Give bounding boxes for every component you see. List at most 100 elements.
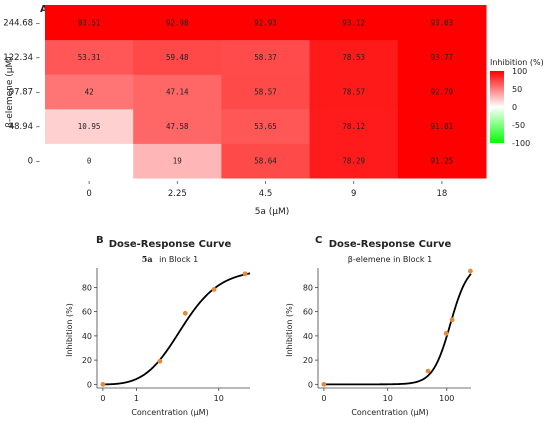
heatmap-y-tick-label: 0 – — [28, 157, 40, 167]
y-tick-label: 80 — [303, 283, 313, 292]
heatmap-y-tick-label: 122.34 – — [3, 53, 40, 63]
colorbar-tick-label: 100 — [512, 67, 527, 76]
y-tick-label: 0 — [308, 380, 313, 389]
heatmap-cell-value: 59.48 — [166, 53, 189, 62]
heatmap-y-tick-label: 97.87 – — [9, 88, 40, 98]
heatmap-cell — [133, 143, 222, 179]
heatmap-cell-value: 93.51 — [78, 18, 101, 27]
y-tick-label: 40 — [82, 332, 92, 341]
heatmap-cell-value: 58.64 — [254, 157, 277, 166]
heatmap-cell — [309, 5, 399, 41]
heatmap-y-tick-label: 48.94 – — [9, 122, 40, 132]
heatmap-cell-value: 91.81 — [431, 122, 454, 131]
heatmap-cell — [397, 143, 487, 179]
heatmap-cell-value: 58.37 — [254, 53, 277, 62]
colorbar — [490, 71, 504, 143]
heatmap-cell-value: 19 — [173, 157, 182, 166]
heatmap-cell-value: 78.29 — [342, 157, 365, 166]
chart-b-x-axis-title: Concentration (µM) — [131, 408, 208, 417]
heatmap-x-tick-label: 9 — [351, 189, 356, 199]
heatmap-x-tick-label: 0 — [86, 189, 91, 199]
heatmap-cell-value: 78.57 — [342, 88, 365, 97]
heatmap-x-tick-label: 2.25 — [168, 189, 187, 199]
heatmap-cell-value: 92.79 — [431, 88, 454, 97]
y-tick-label: 60 — [82, 308, 92, 317]
heatmap-cell-value: 53.31 — [78, 53, 101, 62]
heatmap-cell — [397, 5, 487, 41]
heatmap-cell-value: 78.12 — [342, 122, 365, 131]
chart-b-y-axis-title: Inhibition (%) — [65, 303, 74, 357]
x-tick-label: 1 — [134, 394, 139, 403]
y-tick-label: 80 — [82, 283, 92, 292]
heatmap-cell — [309, 39, 399, 75]
dose-response-plot-b: 0 20 40 60 80 0 1 10 — [82, 268, 251, 403]
heatmap: 0 19 58.64 78.29 91.25 10.95 47.58 53.65 78.12 91… — [45, 5, 487, 179]
y-tick-label: 0 — [87, 380, 92, 389]
heatmap-cell — [397, 39, 487, 75]
heatmap-cell — [45, 143, 134, 179]
x-tick-label: 0 — [100, 394, 105, 403]
heatmap-y-tick-label: 244.68 – — [3, 18, 40, 28]
heatmap-cell — [309, 143, 399, 179]
chart-c-title: Dose-Response Curve — [329, 239, 452, 250]
chart-c-subtitle: β-elemene in Block 1 — [348, 255, 432, 264]
data-point — [182, 310, 188, 316]
heatmap-x-ticks: 0 2.25 4.5 9 18 — [86, 181, 447, 199]
heatmap-cell — [133, 5, 222, 41]
colorbar-title: Inhibition (%) — [490, 58, 544, 67]
heatmap-cell-value: 10.95 — [78, 122, 101, 131]
heatmap-cell — [133, 74, 222, 110]
chart-b-subtitle: 5a in Block 1 — [142, 254, 198, 264]
heatmap-cell-value: 47.58 — [166, 122, 189, 131]
heatmap-cell — [133, 39, 222, 75]
heatmap-cell — [221, 5, 311, 41]
data-point — [157, 358, 163, 364]
heatmap-y-ticks: 0 – 48.94 – 97.87 – 122.34 – 244.68 – — [3, 18, 40, 166]
heatmap-x-tick-label: 18 — [436, 189, 447, 199]
heatmap-cell-value: 58.57 — [254, 88, 277, 97]
data-point — [449, 317, 455, 323]
heatmap-cell-value: 93.12 — [342, 18, 365, 27]
colorbar-ticks: 100 50 0 -50 -100 — [512, 67, 530, 148]
heatmap-y-axis-title: β-elemene (µM) — [5, 56, 15, 128]
heatmap-cell — [45, 5, 134, 41]
colorbar-tick-label: -100 — [512, 139, 530, 148]
colorbar-tick-label: 50 — [512, 85, 522, 94]
heatmap-cell — [397, 74, 487, 110]
panel-label-a: A — [40, 4, 48, 15]
heatmap-cell — [309, 108, 399, 144]
heatmap-cell-value: 93.77 — [431, 53, 454, 62]
fit-curve — [102, 272, 251, 386]
fit-curve — [323, 273, 472, 386]
heatmap-cell-value: 47.14 — [166, 88, 189, 97]
data-point — [321, 381, 327, 387]
heatmap-cell — [45, 74, 134, 110]
heatmap-x-axis-title: 5a (µM) — [255, 207, 290, 217]
chart-b-title: Dose-Response Curve — [109, 239, 232, 250]
data-point — [242, 271, 248, 277]
heatmap-cell — [45, 39, 134, 75]
heatmap-cell — [45, 108, 134, 144]
data-point — [100, 381, 106, 387]
chart-b-subtitle-compound: 5a — [142, 254, 153, 264]
y-tick-label: 20 — [303, 356, 313, 365]
dose-response-plot-c: 0 20 40 60 80 0 10 100 — [303, 268, 473, 403]
chart-b-subtitle-rest: in Block 1 — [159, 255, 198, 264]
heatmap-cell — [309, 74, 399, 110]
x-tick-label: 10 — [214, 394, 224, 403]
heatmap-cell — [221, 39, 311, 75]
y-tick-label: 60 — [303, 308, 313, 317]
data-point — [443, 331, 449, 336]
heatmap-cell-value: 92.98 — [166, 18, 189, 27]
heatmap-cell-value: 78.53 — [342, 53, 365, 62]
y-tick-label: 40 — [303, 332, 313, 341]
heatmap-cell-value: 92.93 — [254, 18, 277, 27]
heatmap-cell — [133, 108, 222, 144]
colorbar-tick-label: -50 — [512, 121, 525, 130]
x-tick-label: 0 — [321, 394, 326, 403]
heatmap-cell-value: 93.03 — [431, 18, 454, 27]
x-tick-label: 10 — [383, 394, 393, 403]
data-point — [211, 287, 217, 292]
data-point — [468, 268, 473, 274]
y-tick-label: 20 — [82, 356, 92, 365]
